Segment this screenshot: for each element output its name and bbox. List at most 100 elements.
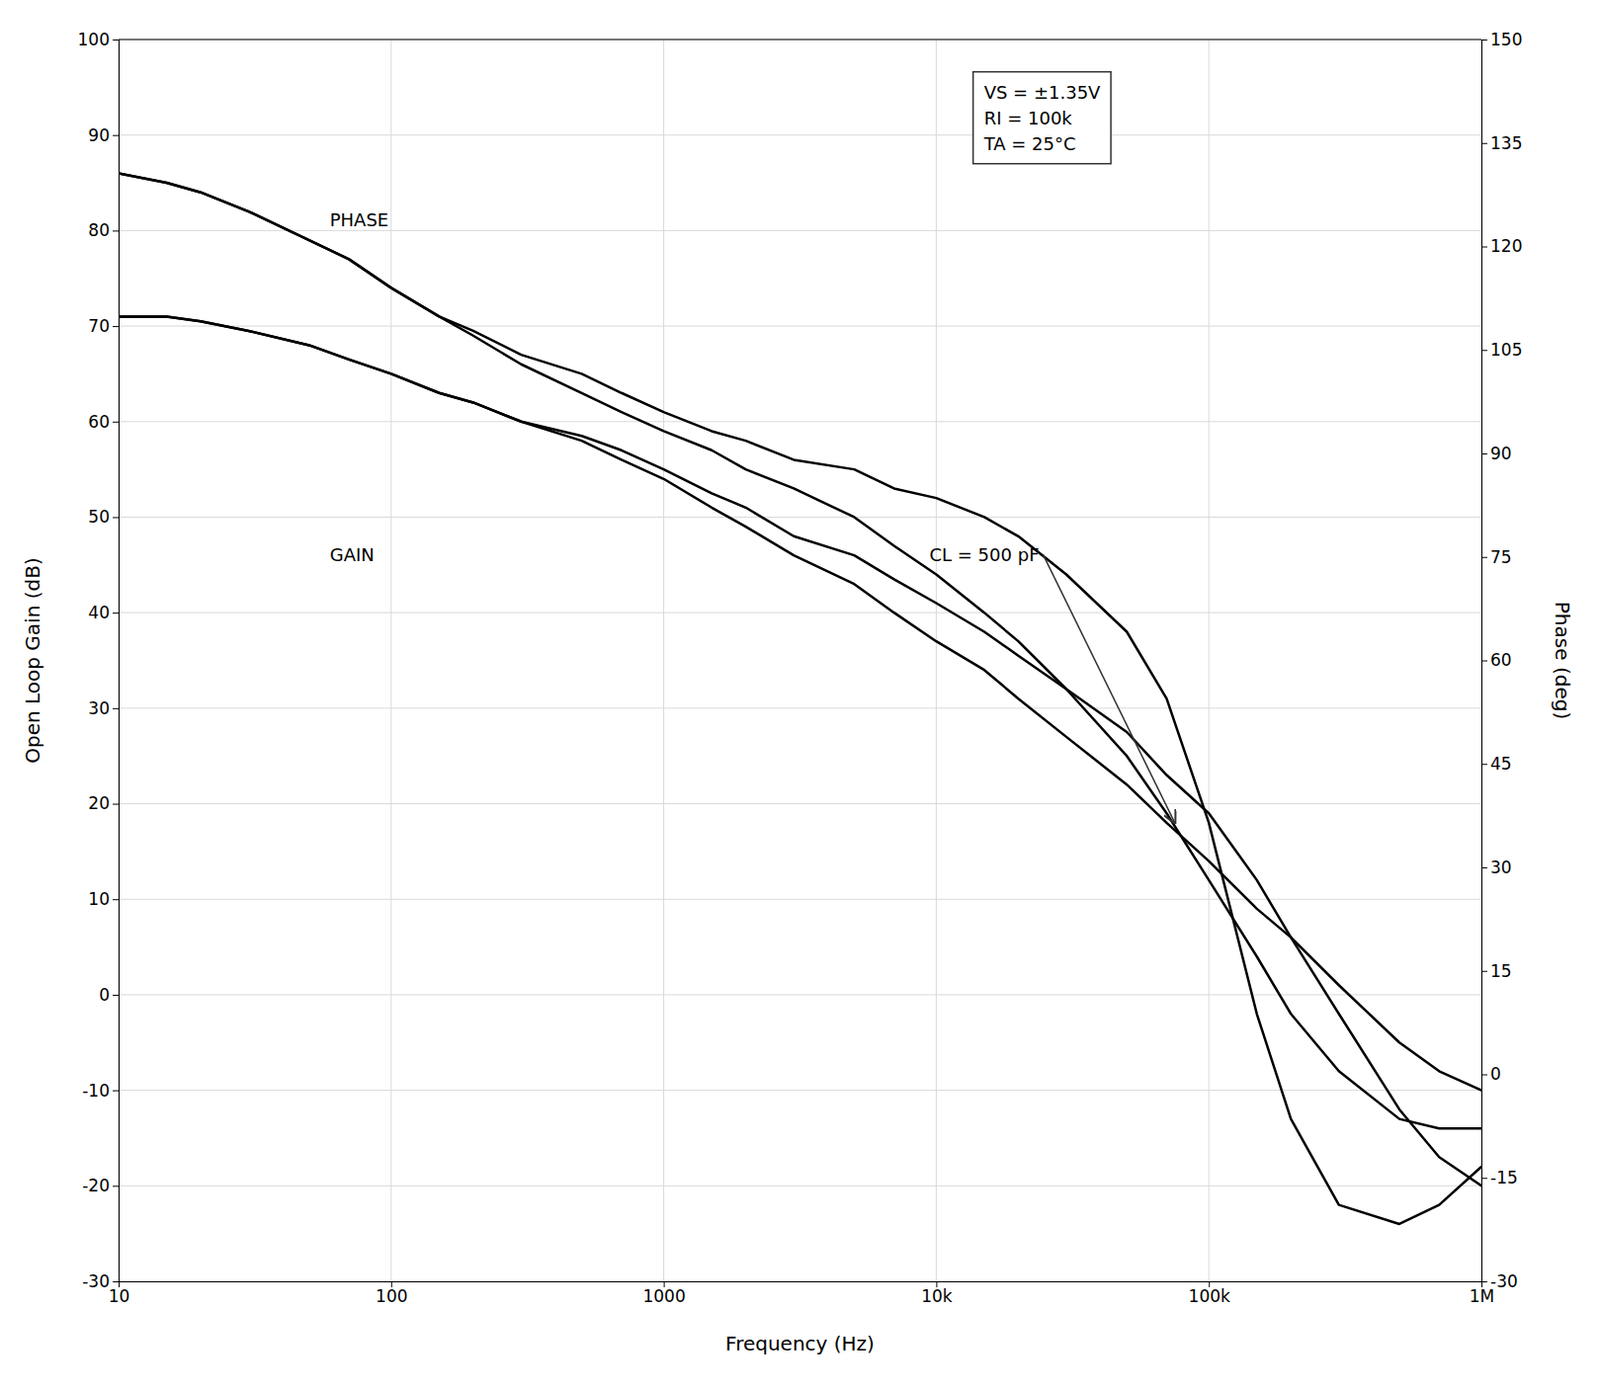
y2-axis-tick-label: 150 xyxy=(1490,29,1522,50)
x-axis-tick: 100k xyxy=(1188,1281,1231,1307)
y-axis-tick-mark xyxy=(112,1091,119,1093)
annotation-box-group: VS = ±1.35VRI = 100kTA = 25°C xyxy=(973,72,1111,165)
y-axis-tick: 10 xyxy=(87,889,119,910)
annotation-text: RI = 100k xyxy=(984,107,1074,129)
y-axis-tick-label: 70 xyxy=(87,316,110,337)
y2-axis-tick-mark xyxy=(1481,453,1488,455)
y2-axis-tick: 75 xyxy=(1481,547,1513,568)
grid-line-y xyxy=(118,707,1482,709)
y-axis-tick: 60 xyxy=(87,412,119,432)
y-axis-tick-label: 0 xyxy=(98,985,110,1006)
grid-line-y xyxy=(118,516,1482,518)
frame xyxy=(118,39,1482,41)
y2-axis-tick-mark xyxy=(1481,867,1488,869)
x-axis-tick-label: 100k xyxy=(1188,1286,1231,1307)
y2-axis-tick-label: 0 xyxy=(1490,1064,1502,1085)
y-axis-tick-mark xyxy=(112,516,119,518)
annotation-box xyxy=(973,72,1111,165)
y2-axis-tick: 120 xyxy=(1481,236,1522,256)
y-axis-tick: -10 xyxy=(82,1081,119,1101)
x-axis-tick-label: 1000 xyxy=(642,1286,685,1307)
series-line xyxy=(118,316,1482,1186)
x-axis-tick-label: 100 xyxy=(375,1286,408,1307)
y-axis-tick: 80 xyxy=(87,220,119,241)
y2-axis-tick-label: 135 xyxy=(1490,133,1522,154)
y2-axis-tick-mark xyxy=(1481,763,1488,765)
series-group xyxy=(118,172,1482,1225)
y2-axis-tick: -30 xyxy=(1481,1271,1518,1292)
y-axis-tick-mark xyxy=(112,708,119,710)
y2-axis-tick-label: 15 xyxy=(1490,961,1513,982)
y-axis-tick-label: -20 xyxy=(82,1176,110,1196)
y-axis-tick-label: 80 xyxy=(87,220,110,241)
grid-line-x xyxy=(935,39,937,1282)
grid xyxy=(118,39,1482,1282)
y-axis-tick-mark xyxy=(112,804,119,806)
grid-line-y xyxy=(118,994,1482,996)
y2-axis-tick-mark xyxy=(1481,971,1488,973)
x-axis-line xyxy=(119,1282,1483,1289)
x-axis-tick: 100 xyxy=(375,1281,408,1307)
y-axis-tick-label: 10 xyxy=(87,889,110,910)
x-axis: 10100100010k100k1M xyxy=(108,1281,1496,1307)
annotations: CL = 500 pFPHASEGAINVS = ±1.35VRI = 100k… xyxy=(330,72,1176,824)
y-axis-tick-mark xyxy=(112,135,119,137)
annotation-text: GAIN xyxy=(330,544,375,566)
x-axis-title: Frequency (Hz) xyxy=(725,1332,875,1356)
grid-line-y xyxy=(118,1090,1482,1092)
y-axis-tick: 70 xyxy=(87,316,119,337)
y2-axis-tick: 15 xyxy=(1481,961,1513,982)
y2-axis-tick-mark xyxy=(1481,39,1488,41)
y-axis-tick: 0 xyxy=(98,985,119,1006)
y-axis: -30-20-100102030405060708090100 xyxy=(78,29,120,1292)
y2-axis-tick-mark xyxy=(1481,1281,1488,1283)
grid-line-y xyxy=(118,803,1482,805)
y2-axis-tick-label: 60 xyxy=(1490,650,1513,671)
y2-axis-title: Phase (deg) xyxy=(1550,601,1575,720)
y2-axis-tick: 0 xyxy=(1481,1064,1502,1085)
y-axis-tick: 50 xyxy=(87,506,119,527)
annotation-arrow xyxy=(1042,554,1175,823)
grid-line-y xyxy=(118,421,1482,422)
y2-axis-tick-label: 45 xyxy=(1490,754,1513,774)
y-axis-tick-mark xyxy=(112,326,119,328)
y-axis-tick-label: 50 xyxy=(87,506,110,527)
y2-axis-line xyxy=(1482,40,1489,1283)
annotation-text: PHASE xyxy=(330,209,390,231)
y-axis-tick: -30 xyxy=(82,1271,119,1292)
y2-axis-tick: 105 xyxy=(1481,339,1522,360)
grid-line-y xyxy=(118,230,1482,232)
y-axis-tick-label: 40 xyxy=(87,602,110,623)
y2-axis-tick-label: -15 xyxy=(1490,1168,1518,1188)
y2-axis-tick-label: 75 xyxy=(1490,547,1513,568)
y2-axis-tick: 60 xyxy=(1481,650,1513,671)
y2-axis-tick: 30 xyxy=(1481,857,1513,878)
grid-line-x xyxy=(663,39,665,1282)
y2-axis-tick-label: 90 xyxy=(1490,443,1513,464)
x-axis-tick: 1000 xyxy=(642,1281,685,1307)
y-axis-tick: 100 xyxy=(78,29,119,50)
y-axis-tick: 40 xyxy=(87,602,119,623)
y2-axis-tick-mark xyxy=(1481,1075,1488,1077)
y-axis-tick-label: 20 xyxy=(87,793,110,814)
y2-axis-tick-label: -30 xyxy=(1490,1271,1518,1292)
annotation-text: TA = 25°C xyxy=(983,133,1077,155)
y-axis-tick-label: 60 xyxy=(87,412,110,432)
y2-axis-tick-mark xyxy=(1481,349,1488,351)
plot: 10100100010k100k1M-30-20-100102030405060… xyxy=(78,29,1523,1307)
series-line xyxy=(118,172,1482,1225)
y-axis-tick-mark xyxy=(112,421,119,423)
y2-axis-tick-mark xyxy=(1481,661,1488,663)
y2-axis-tick: 90 xyxy=(1481,443,1513,464)
y2-axis-tick-mark xyxy=(1481,143,1488,145)
series-line xyxy=(118,172,1482,1129)
y-axis-tick-label: -30 xyxy=(82,1271,110,1292)
y-axis-line xyxy=(112,40,120,1283)
grid-line-y xyxy=(118,134,1482,136)
y-axis-tick: 90 xyxy=(87,125,119,146)
y-axis-tick-label: 100 xyxy=(78,29,110,50)
y2-axis-tick-label: 30 xyxy=(1490,857,1513,878)
y-axis-tick-label: 90 xyxy=(87,125,110,146)
grid-line-y xyxy=(118,899,1482,901)
y2-axis-tick-label: 120 xyxy=(1490,236,1522,256)
